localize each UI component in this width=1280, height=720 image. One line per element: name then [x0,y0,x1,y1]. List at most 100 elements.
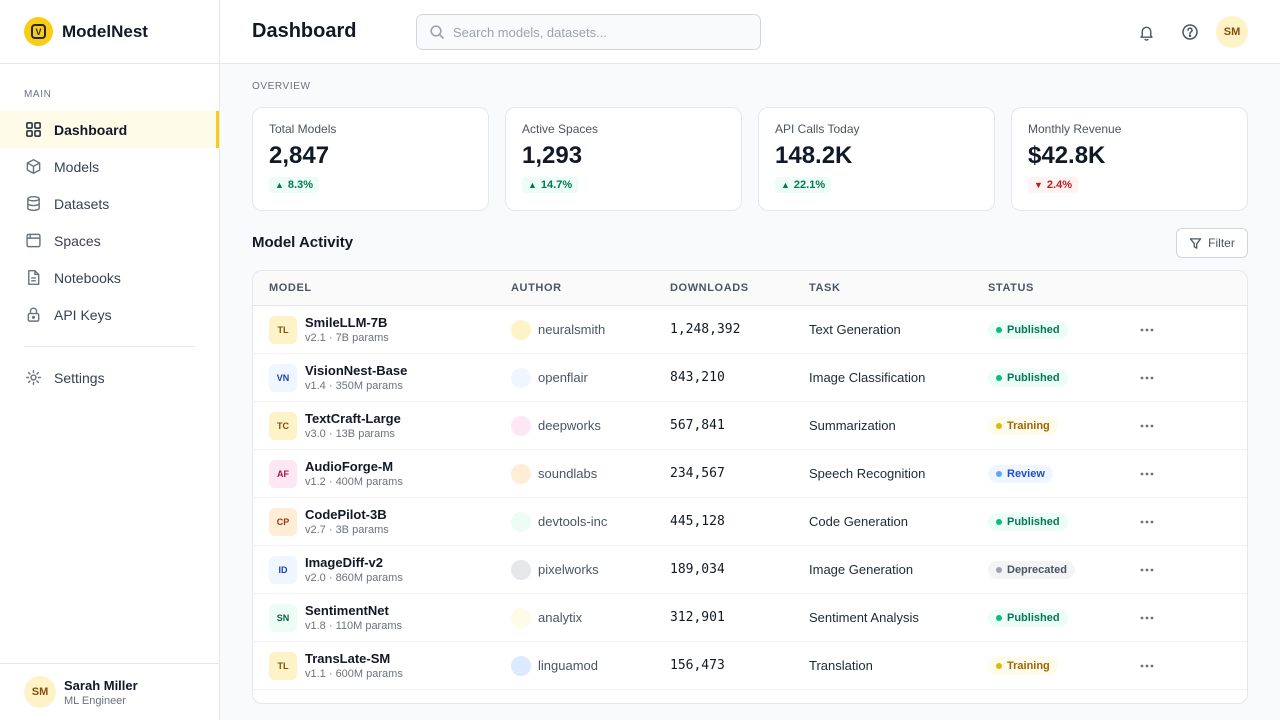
sidebar-item-label: Datasets [54,195,110,212]
sidebar-item-settings[interactable]: Settings [0,359,219,396]
model-name[interactable]: ImageDiff-v2 [305,555,384,570]
sidebar-item-label: Spaces [54,232,101,249]
author-name[interactable]: linguamod [538,658,598,673]
author-name[interactable]: deepworks [538,418,601,433]
column-header-author[interactable]: AUTHOR [511,282,562,294]
model-name[interactable]: TransLate-SM [305,651,391,666]
search-input[interactable] [453,24,753,40]
model-meta: v1.4 · 350M params [305,380,403,392]
column-header-task[interactable]: TASK [809,282,841,294]
model-name[interactable]: VisionNest-Base [305,363,408,378]
filter-button[interactable]: Filter [1176,228,1248,258]
more-options-icon[interactable] [1138,561,1156,579]
grid-icon [24,121,42,139]
more-options-icon[interactable] [1138,465,1156,483]
sidebar-item-spaces[interactable]: Spaces [0,222,219,259]
model-name[interactable]: CodePilot-3B [305,507,387,522]
filter-icon [1189,237,1202,250]
author-avatar [511,319,531,340]
model-name[interactable]: SentimentNet [305,603,389,618]
author-name[interactable]: analytix [538,610,583,625]
task-value: Image Classification [809,370,926,385]
model-meta: v2.1 · 7B params [305,332,389,344]
sidebar-item-api-keys[interactable]: API Keys [0,296,219,333]
more-options-icon[interactable] [1138,657,1156,675]
more-options-icon[interactable] [1138,609,1156,627]
downloads-value: 843,210 [670,370,725,385]
table-row[interactable]: TL SmileLLM-7B v2.1 · 7B params neuralsmith… [253,306,1247,354]
table-row[interactable]: ID ImageDiff-v2 v2.0 · 860M params pixelwor… [253,546,1247,594]
author-cell: neuralsmith [511,319,670,340]
stat-value: 148.2K [775,142,853,169]
sidebar-item-label: Notebooks [54,269,121,286]
author-cell: analytix [511,607,670,628]
author-name[interactable]: openflair [538,370,588,385]
arrow-down-icon: ▼ [1034,180,1043,190]
status-cell: Published [988,320,1127,339]
arrow-up-icon: ▲ [528,180,537,190]
downloads-value: 189,034 [670,562,725,577]
database-icon [24,195,42,213]
model-cell: TL SmileLLM-7B v2.1 · 7B params [253,315,511,344]
header-avatar[interactable]: SM [1216,16,1248,48]
help-icon[interactable] [1180,22,1200,42]
status-badge: Published [988,609,1068,627]
author-name[interactable]: devtools-inc [538,514,608,529]
column-header-status[interactable]: STATUS [988,282,1034,294]
gear-icon [24,369,42,387]
table-row[interactable]: SN SentimentNet v1.8 · 110M params analytix… [253,594,1247,642]
model-meta: v3.0 · 13B params [305,428,395,440]
model-name[interactable]: SmileLLM-7B [305,315,388,330]
table-row[interactable]: AF AudioForge-M v1.2 · 400M params soundlab… [253,450,1247,498]
table-row[interactable]: TL TransLate-SM v1.1 · 600M params linguamo… [253,642,1247,690]
sidebar-divider [24,346,195,347]
model-name[interactable]: TextCraft-Large [305,411,401,426]
lock-icon [24,306,42,324]
more-options-icon[interactable] [1138,369,1156,387]
author-avatar [511,511,531,532]
app-name: ModelNest [62,21,148,41]
author-avatar [511,367,531,388]
sidebar-item-models[interactable]: Models [0,148,219,185]
table-row[interactable]: TC TextCraft-Large v3.0 · 13B params deepwo… [253,402,1247,450]
model-initials-badge: VN [269,363,297,392]
status-badge: Published [988,513,1068,531]
avatar: SM [24,676,56,708]
user-profile[interactable]: SM Sarah Miller ML Engineer [0,663,219,720]
sidebar-item-dashboard[interactable]: Dashboard [0,111,219,148]
cube-icon [24,158,42,176]
more-options-icon[interactable] [1138,417,1156,435]
main-content: OVERVIEW Total Models 2,847 ▲ 8.3% Active… [220,64,1280,720]
table-row[interactable]: CP CodePilot-3B v2.7 · 3B params devtools-i… [253,498,1247,546]
status-dot-icon [996,471,1002,477]
model-meta: v1.1 · 600M params [305,668,403,680]
sidebar-item-datasets[interactable]: Datasets [0,185,219,222]
author-name[interactable]: neuralsmith [538,322,606,337]
more-options-icon[interactable] [1138,513,1156,531]
column-header-downloads[interactable]: DOWNLOADS [670,282,749,294]
task-value: Translation [809,658,873,673]
brand[interactable]: V ModelNest [0,0,219,64]
status-dot-icon [996,615,1002,621]
stat-card-api-calls: API Calls Today 148.2K ▲ 22.1% [758,107,995,211]
model-meta: v2.0 · 860M params [305,572,403,584]
sidebar-item-label: API Keys [54,306,112,323]
more-options-icon[interactable] [1138,321,1156,339]
table-row[interactable]: VN VisionNest-Base v1.4 · 350M params openf… [253,354,1247,402]
sidebar-item-notebooks[interactable]: Notebooks [0,259,219,296]
status-cell: Training [988,656,1127,675]
author-name[interactable]: soundlabs [538,466,598,481]
author-avatar [511,559,531,580]
bell-icon[interactable] [1136,22,1156,42]
sidebar-item-label: Models [54,158,100,175]
status-cell: Review [988,464,1127,483]
stat-value: 1,293 [522,142,583,169]
column-header-model[interactable]: MODEL [269,282,312,294]
author-name[interactable]: pixelworks [538,562,599,577]
more-cell [1127,657,1167,675]
model-name[interactable]: AudioForge-M [305,459,394,474]
stat-value: 2,847 [269,142,330,169]
status-cell: Published [988,512,1127,531]
stat-change-badge: ▲ 14.7% [522,177,579,193]
search-box [416,14,761,50]
